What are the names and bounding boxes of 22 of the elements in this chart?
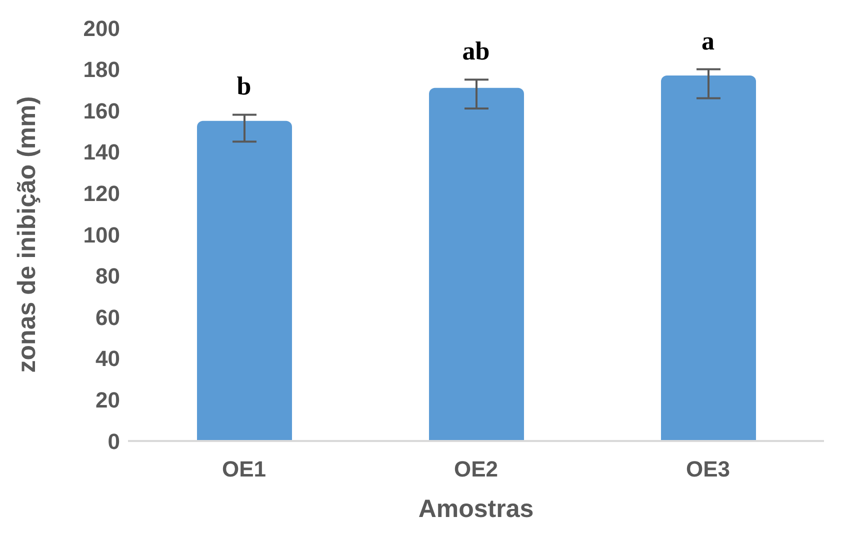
annotation: ab [462,36,490,66]
bar [197,120,292,441]
y-tick-label: 20 [96,388,120,413]
y-axis-title: zonas de inibição (mm) [12,96,41,373]
y-tick-label: 160 [83,98,120,124]
y-tick-label: 180 [83,57,120,82]
bar [661,75,756,441]
x-tick-label: OE2 [454,456,498,482]
y-tick-label: 120 [83,181,120,206]
y-tick-label: 100 [83,222,120,248]
bar [429,88,524,441]
y-tick-label: 80 [96,264,120,289]
y-tick-label: 60 [96,304,120,330]
y-tick-label: 0 [108,428,120,454]
annotation: b [236,72,252,101]
y-tick-label: 40 [96,346,120,372]
annotation: a [702,26,714,56]
x-tick-label: OE3 [686,456,730,482]
y-tick-label: 140 [83,140,120,165]
y-tick-label: 200 [83,16,120,41]
x-axis-title: Amostras [418,495,534,523]
x-tick-label: OE1 [222,456,266,482]
